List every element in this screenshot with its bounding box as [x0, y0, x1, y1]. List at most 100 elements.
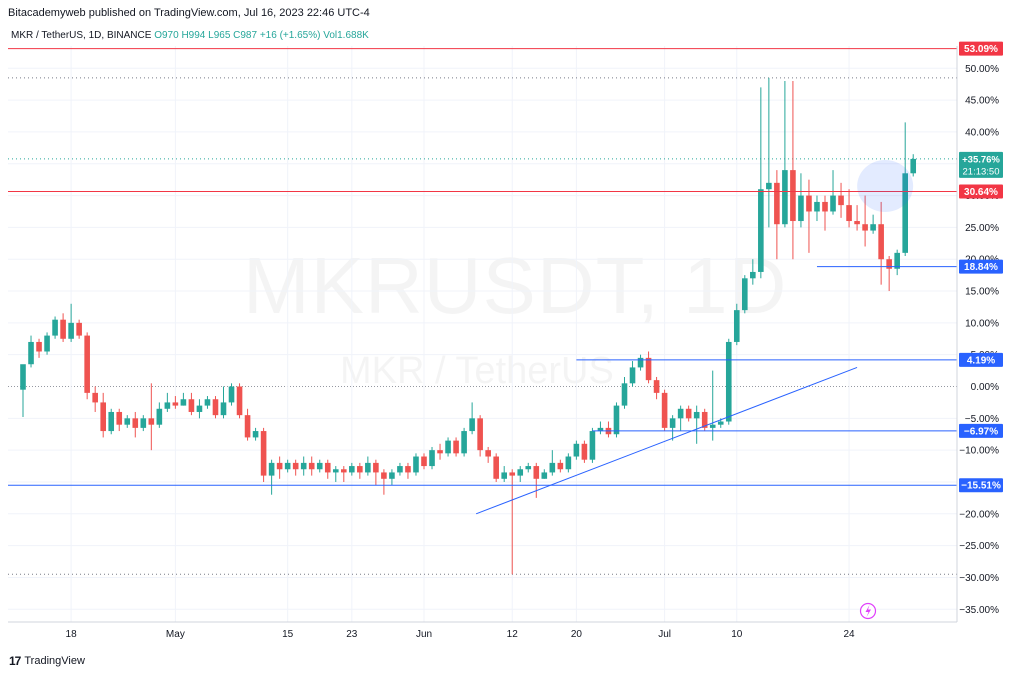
candle [862, 195, 868, 247]
candle [284, 459, 291, 473]
candle [116, 408, 123, 432]
candle-body [148, 418, 155, 425]
candle [44, 332, 50, 355]
candle-body [228, 386, 235, 403]
candle-body [589, 431, 596, 460]
candle-body [365, 462, 371, 473]
x-tick-label: 24 [843, 629, 855, 640]
candle-body [733, 310, 740, 342]
candle-body [124, 418, 131, 425]
candle-body [236, 386, 243, 416]
candle [220, 386, 227, 419]
x-tick-label: May [166, 629, 185, 640]
candle-body [349, 466, 355, 473]
candle [605, 421, 612, 438]
candle-body [52, 319, 58, 336]
candle-body [485, 450, 491, 457]
candle-body [581, 443, 588, 460]
candle [373, 459, 379, 486]
candle-body [76, 322, 82, 336]
candle-body [501, 472, 507, 479]
candle [533, 462, 540, 498]
lightning-icon[interactable] [859, 602, 877, 620]
candle [669, 415, 676, 441]
x-tick-label: 15 [282, 629, 294, 640]
candle-body [397, 466, 403, 473]
candle [84, 332, 90, 400]
candle [854, 205, 860, 231]
candle [324, 459, 331, 479]
candle-body [413, 456, 419, 473]
candle [629, 361, 636, 387]
candle [870, 214, 876, 234]
current-price-badge: +35.76%21:13:50 [959, 151, 1003, 178]
candle-body [549, 462, 556, 473]
y-tick-label: 50.00% [965, 64, 999, 75]
candle [236, 383, 243, 419]
candle [357, 462, 363, 479]
candle-body [509, 472, 516, 476]
candle [541, 469, 548, 479]
candle [365, 456, 371, 476]
candle-body [132, 418, 139, 428]
candle [725, 338, 732, 425]
candle-body [108, 411, 115, 432]
candle-body [493, 456, 499, 479]
candle [260, 427, 267, 482]
candle [485, 446, 491, 463]
candle-body [669, 418, 676, 428]
candle [758, 87, 764, 279]
candle [517, 466, 524, 482]
candle-body [846, 205, 852, 222]
candle-body [621, 383, 628, 406]
candle [188, 392, 195, 416]
y-tick-label: 15.00% [965, 287, 999, 298]
candle-body [894, 252, 900, 269]
price-label-text: 53.09% [964, 44, 998, 55]
candle [742, 275, 748, 314]
price-label-bg [959, 423, 1003, 438]
y-tick-label: −20.00% [959, 509, 999, 520]
candle [621, 376, 628, 409]
candle-body [252, 431, 259, 438]
candle [613, 402, 620, 438]
candle [750, 259, 756, 285]
candle [437, 443, 443, 460]
candle-body [84, 335, 90, 393]
candle-body [308, 462, 315, 470]
candle-body [28, 341, 34, 365]
price-label-badge: 18.84% [959, 259, 1003, 274]
candle-body [517, 469, 524, 476]
x-tick-label: 18 [66, 629, 78, 640]
candle-body [212, 399, 219, 416]
candle-body [421, 456, 427, 467]
candle-body [725, 341, 732, 422]
candle-body [180, 399, 187, 406]
candle-body [300, 462, 307, 470]
price-label-bg [959, 41, 1003, 56]
candle-body [341, 469, 347, 473]
candle-body [140, 418, 147, 428]
tradingview-logo-icon: 17 [9, 654, 21, 668]
candle [100, 392, 106, 438]
price-label-badge: −15.51% [959, 478, 1003, 493]
candle-body [172, 402, 179, 406]
candle-body [822, 201, 828, 212]
candle-body [838, 195, 844, 206]
candle [413, 453, 419, 476]
candle [461, 427, 467, 457]
candle [557, 459, 564, 473]
candle-body [268, 462, 275, 476]
symbol-name[interactable]: MKR / TetherUS, 1D, BINANCE [11, 30, 152, 41]
candle [212, 396, 219, 419]
candle-body [477, 418, 483, 451]
candle [573, 440, 580, 460]
candle [196, 399, 203, 419]
candle [733, 303, 740, 346]
candle-body [774, 182, 780, 225]
candle [156, 402, 163, 428]
candle [308, 456, 315, 476]
candle-body [613, 405, 620, 435]
